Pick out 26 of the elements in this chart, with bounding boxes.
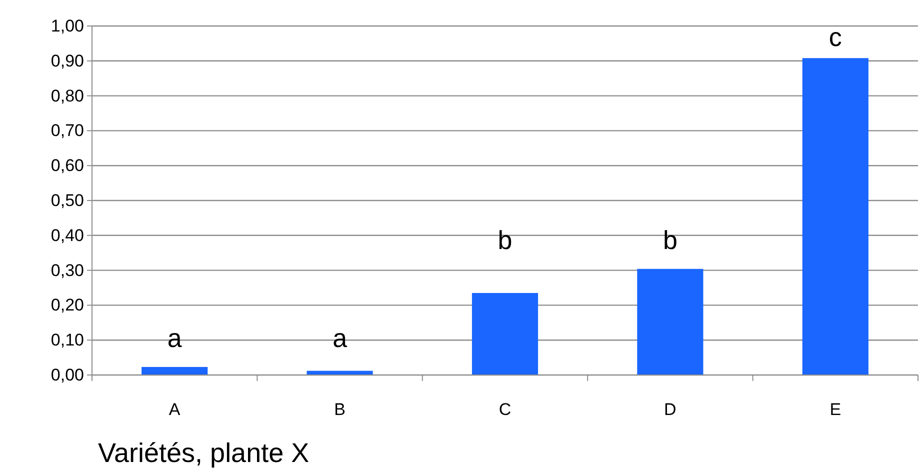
y-tick-label: 0,10 <box>50 330 84 350</box>
bar <box>637 268 704 375</box>
x-tick-label: C <box>498 400 512 419</box>
x-tick-label: A <box>168 400 181 419</box>
y-tick-label: 0,70 <box>50 121 84 140</box>
x-axis-title: Variétés, plante X <box>98 438 310 468</box>
annotation: a <box>167 322 182 353</box>
x-tick-label: D <box>664 400 676 419</box>
annotation: c <box>828 22 842 52</box>
bar <box>472 292 538 375</box>
y-tick-label: 0,80 <box>50 86 84 106</box>
bar <box>142 366 208 375</box>
y-tick-label: 0,00 <box>50 365 84 384</box>
y-tick-label: 1,00 <box>50 16 84 36</box>
y-tick-label: 0,60 <box>50 156 84 176</box>
y-tick-label: 0,40 <box>50 226 84 245</box>
y-tick-label: 0,90 <box>50 51 84 70</box>
y-tick-label: 0,30 <box>50 260 84 280</box>
annotation: b <box>498 224 512 255</box>
x-tick-label: B <box>334 400 346 419</box>
y-tick-label: 0,50 <box>50 190 84 210</box>
annotation: a <box>332 322 348 353</box>
bar <box>802 58 868 375</box>
y-tick-label: 0,20 <box>50 296 84 315</box>
x-tick-label: E <box>830 400 842 419</box>
annotation: b <box>662 224 678 255</box>
